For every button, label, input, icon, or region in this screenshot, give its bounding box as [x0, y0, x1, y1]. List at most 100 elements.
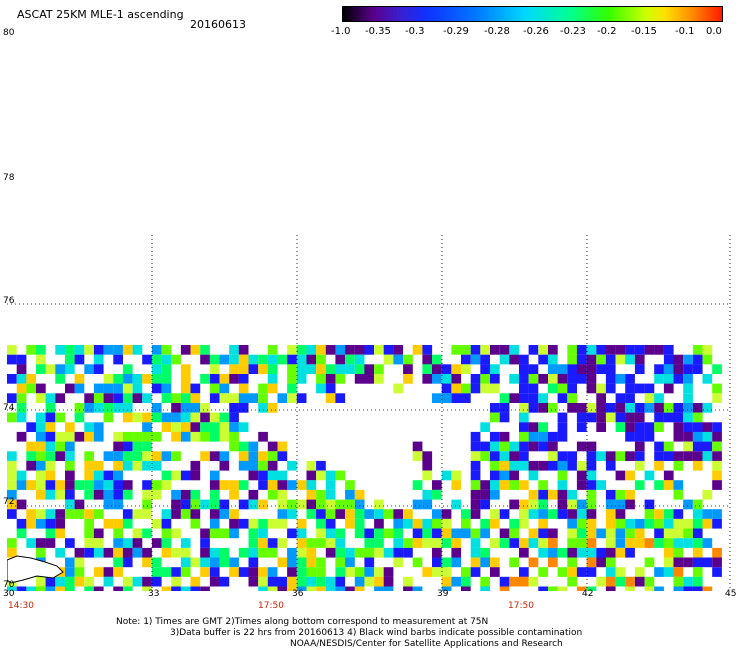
data-cell	[519, 383, 529, 394]
data-cell	[538, 431, 548, 442]
data-cell	[103, 576, 114, 587]
data-cell	[557, 567, 568, 577]
data-cell	[461, 567, 471, 577]
data-cell	[519, 374, 529, 384]
data-cell	[209, 412, 220, 423]
data-cell	[528, 470, 539, 481]
lon-label: 42	[582, 589, 594, 599]
data-cell	[683, 451, 693, 461]
data-cell	[557, 422, 568, 432]
data-cell	[248, 547, 259, 558]
data-cell	[277, 393, 288, 403]
data-cell	[692, 431, 703, 442]
data-cell	[596, 557, 606, 568]
data-cell	[615, 374, 626, 384]
data-cell	[84, 480, 94, 490]
data-cell	[557, 470, 568, 481]
data-cell	[229, 364, 239, 374]
data-cell	[538, 567, 548, 577]
data-cell	[702, 518, 713, 529]
data-cell	[712, 441, 722, 452]
data-cell	[219, 393, 230, 403]
data-cell	[625, 528, 635, 539]
data-cell	[142, 557, 152, 568]
data-cell	[345, 557, 355, 568]
data-cell	[490, 489, 500, 500]
data-cell	[65, 567, 75, 577]
data-cell	[122, 586, 133, 591]
data-cell	[519, 393, 529, 403]
data-cell	[644, 499, 655, 510]
data-cell	[451, 538, 462, 548]
data-cell	[422, 499, 433, 510]
data-cell	[103, 374, 114, 384]
data-cell	[634, 345, 645, 355]
data-cell	[45, 431, 56, 442]
data-cell	[219, 499, 230, 510]
data-cell	[528, 489, 539, 500]
data-cell	[84, 470, 94, 481]
data-cell	[644, 393, 655, 403]
data-cell	[84, 431, 94, 442]
data-cell	[567, 509, 577, 519]
lon-label: 45	[725, 589, 737, 599]
data-cell	[229, 509, 239, 519]
data-cell	[190, 431, 201, 442]
data-cell	[325, 547, 336, 558]
data-cell	[576, 422, 587, 432]
data-cell	[132, 547, 143, 558]
data-cell	[509, 451, 519, 461]
data-cell	[142, 354, 152, 365]
data-cell	[634, 576, 645, 587]
data-cell	[26, 509, 36, 519]
data-cell	[238, 345, 249, 355]
data-cell	[548, 354, 558, 365]
data-cell	[26, 345, 36, 355]
data-cell	[538, 403, 548, 413]
data-cell	[596, 364, 606, 374]
data-cell	[441, 393, 452, 403]
data-cell	[74, 431, 85, 442]
data-cell	[306, 557, 317, 568]
data-cell	[316, 518, 326, 529]
data-cell	[171, 403, 181, 413]
data-cell	[316, 489, 326, 500]
colorbar	[342, 6, 723, 22]
data-cell	[296, 586, 307, 591]
data-cell	[16, 499, 27, 510]
note-line-1: Note: 1) Times are GMT 2)Times along bot…	[116, 617, 489, 627]
data-cell	[576, 499, 587, 510]
data-cell	[93, 480, 104, 490]
data-cell	[615, 499, 626, 510]
data-cell	[490, 345, 500, 355]
data-cell	[586, 538, 597, 548]
data-cell	[548, 489, 558, 500]
data-cell	[248, 576, 259, 587]
data-cell	[200, 412, 210, 423]
data-cell	[567, 354, 577, 365]
data-cell	[238, 374, 249, 384]
data-cell	[712, 480, 722, 490]
data-cell	[393, 518, 404, 529]
data-cell	[200, 547, 210, 558]
data-cell	[36, 393, 46, 403]
data-cell	[461, 528, 471, 539]
data-cell	[258, 576, 268, 587]
data-cell	[509, 518, 519, 529]
data-cell	[567, 567, 577, 577]
data-cell	[238, 451, 249, 461]
data-cell	[615, 412, 626, 423]
data-cell	[84, 460, 94, 471]
data-cell	[548, 403, 558, 413]
data-cell	[103, 470, 114, 481]
data-cell	[663, 509, 674, 519]
data-cell	[692, 518, 703, 529]
data-cell	[238, 499, 249, 510]
data-cell	[538, 489, 548, 500]
data-cell	[461, 383, 471, 394]
data-cell	[209, 480, 220, 490]
data-cell	[296, 364, 307, 374]
data-cell	[403, 374, 413, 384]
data-cell	[403, 576, 413, 587]
data-cell	[663, 518, 674, 529]
